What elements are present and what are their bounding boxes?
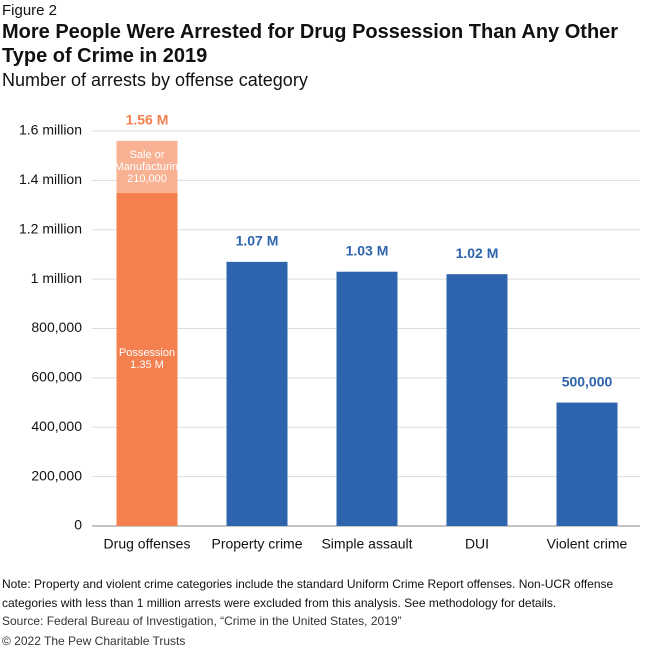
x-tick-label: Simple assault — [321, 536, 412, 552]
chart-subtitle: Number of arrests by offense category — [2, 70, 308, 90]
y-tick-label: 1.4 million — [19, 171, 82, 187]
bar-segment — [116, 140, 178, 193]
chart-title: More People Were Arrested for Drug Posse… — [2, 21, 619, 67]
total-label: 1.03 M — [346, 242, 389, 258]
source: Source: Federal Bureau of Investigation,… — [2, 614, 402, 628]
y-tick-label: 1.6 million — [19, 122, 82, 138]
y-tick-label: 1.2 million — [19, 220, 82, 236]
y-tick-label: 1 million — [31, 270, 82, 286]
y-tick-label: 0 — [74, 517, 82, 533]
total-label: 1.02 M — [456, 245, 499, 261]
x-tick-label: DUI — [465, 536, 489, 552]
y-tick-label: 400,000 — [31, 418, 82, 434]
total-label: 500,000 — [562, 373, 613, 389]
segment-name: Sale or Manufacturing — [114, 148, 180, 173]
copyright: © 2022 The Pew Charitable Trusts — [2, 634, 186, 648]
x-tick-label: Drug offenses — [104, 536, 191, 552]
bar-segment — [336, 271, 398, 526]
figure-label: Figure 2 — [2, 2, 58, 19]
segment-name: Possession — [118, 347, 176, 360]
x-tick-label: Property crime — [211, 536, 302, 552]
total-label: 1.56 M — [126, 112, 169, 128]
note: Note: Property and violent crime categor… — [2, 577, 614, 610]
bar-segment — [226, 261, 288, 526]
y-tick-label: 600,000 — [31, 369, 82, 385]
segment-value-label: 210,000 — [127, 172, 167, 185]
bar-segment — [556, 402, 618, 526]
bar-segment — [116, 192, 178, 526]
bar-segment — [446, 274, 508, 526]
y-tick-label: 200,000 — [31, 467, 82, 483]
x-tick-label: Violent crime — [547, 536, 628, 552]
total-label: 1.07 M — [236, 233, 279, 249]
y-tick-label: 800,000 — [31, 319, 82, 335]
segment-value-label: 1.35 M — [130, 359, 164, 372]
